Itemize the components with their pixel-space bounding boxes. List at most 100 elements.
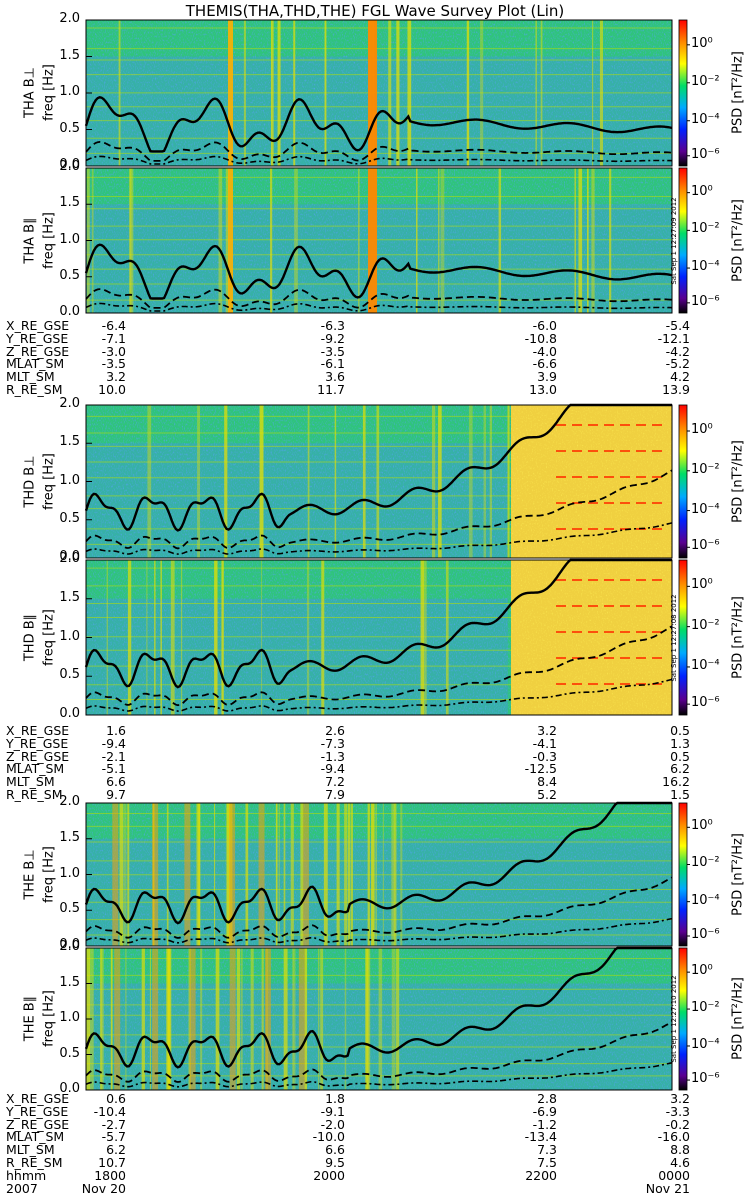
wave-burst bbox=[362, 405, 366, 558]
y-tick-label: 1.0 bbox=[59, 84, 80, 99]
wave-burst bbox=[317, 948, 320, 1090]
ephemeris-value: -5.7 bbox=[101, 1129, 126, 1145]
ephemeris-value: 0000 bbox=[658, 1167, 690, 1183]
spectrogram-panel-1 bbox=[84, 19, 673, 167]
ephemeris-value: -6.6 bbox=[532, 356, 557, 372]
ephemeris-value: -6.4 bbox=[101, 318, 126, 333]
colorbar-tick-label: 10⁰ bbox=[691, 35, 713, 51]
ephemeris-row-name: 2007 bbox=[6, 1180, 38, 1196]
y-tick-label: 2.0 bbox=[59, 396, 80, 411]
wave-burst bbox=[344, 948, 347, 1090]
wave-burst bbox=[400, 803, 403, 946]
wave-burst bbox=[376, 405, 380, 558]
wave-burst bbox=[591, 168, 595, 313]
wave-burst bbox=[112, 803, 119, 946]
y-tick-label: 2.0 bbox=[59, 794, 80, 809]
wave-burst bbox=[180, 560, 183, 715]
ephemeris-value: -6.0 bbox=[532, 318, 557, 333]
proton-gyrofrequency-curve bbox=[85, 522, 673, 555]
wave-burst bbox=[300, 803, 304, 946]
ephemeris-value: 1.6 bbox=[106, 723, 126, 738]
ephemeris-value: 7.3 bbox=[537, 1142, 557, 1158]
wave-burst bbox=[292, 948, 294, 1090]
wave-burst bbox=[118, 20, 121, 166]
ephemeris-value: -12.1 bbox=[657, 330, 690, 346]
y-tick-label: 0.5 bbox=[59, 510, 80, 526]
wave-burst bbox=[293, 948, 296, 1090]
ephemeris-value: -7.3 bbox=[320, 735, 345, 751]
y-tick-label: 0.5 bbox=[59, 901, 80, 917]
wave-burst bbox=[438, 168, 440, 313]
plot-timestamp: Sat Sep 1 12:27:10 2012 bbox=[670, 975, 678, 1063]
gyrofrequency-fraction-curve bbox=[85, 288, 673, 309]
proton-gyrofrequency-curve bbox=[85, 155, 673, 165]
ephemeris-row-name: R_RE_SM bbox=[6, 1155, 63, 1170]
wave-burst bbox=[388, 20, 392, 166]
panel-label: THD B⊥ bbox=[22, 454, 38, 508]
panel-label: THE B⊥ bbox=[22, 848, 38, 900]
wave-burst bbox=[592, 20, 594, 166]
wave-burst bbox=[498, 168, 502, 313]
wave-burst bbox=[129, 168, 134, 313]
ephemeris-value: 1.5 bbox=[670, 787, 690, 802]
wave-burst bbox=[365, 948, 369, 1090]
wave-burst bbox=[215, 948, 220, 1090]
ephemeris-value: -5.1 bbox=[101, 761, 126, 777]
wave-burst bbox=[445, 560, 449, 715]
wave-burst bbox=[149, 948, 151, 1090]
noise-texture bbox=[86, 168, 672, 313]
wave-burst bbox=[278, 803, 280, 946]
wave-burst bbox=[420, 560, 424, 715]
colorbar-4 bbox=[678, 559, 690, 716]
wave-burst bbox=[350, 803, 353, 946]
ephemeris-row-name: Y_RE_GSE bbox=[6, 330, 69, 346]
ephemeris-value: 1800 bbox=[94, 1167, 126, 1183]
y-tick-label: 1.5 bbox=[59, 195, 80, 211]
wave-burst bbox=[261, 948, 264, 1090]
colorbar-tick-label: 10⁻⁶ bbox=[691, 146, 720, 162]
ephemeris-value: 3.2 bbox=[537, 723, 557, 738]
colorbar-label: PSD [nT²/Hz] bbox=[730, 595, 746, 679]
ephemeris-value: 10.0 bbox=[98, 382, 126, 397]
wave-burst bbox=[258, 803, 265, 946]
ephemeris-value: 1.8 bbox=[325, 1091, 345, 1106]
wave-burst bbox=[259, 405, 264, 558]
ephemeris-value: -9.2 bbox=[320, 330, 345, 346]
ephemeris-value: -9.4 bbox=[101, 735, 126, 751]
colorbar-tick-label: 10⁰ bbox=[691, 577, 713, 593]
ephemeris-value: -9.1 bbox=[320, 1103, 345, 1119]
wave-burst bbox=[368, 20, 377, 166]
colorbar-tick-label: 10⁻² bbox=[691, 73, 720, 89]
spectrogram-panel-5 bbox=[84, 801, 673, 947]
y-tick-label: 2.0 bbox=[59, 159, 80, 174]
y-tick-label: 0.5 bbox=[59, 267, 80, 283]
wave-burst bbox=[271, 20, 274, 166]
wave-burst bbox=[184, 803, 191, 946]
gyrofrequency-fraction-curve bbox=[85, 140, 673, 162]
ephemeris-row-name: R_RE_SM bbox=[6, 787, 63, 802]
y-tick-label: 2.0 bbox=[59, 551, 80, 566]
colorbar-tick-label: 10⁻⁴ bbox=[691, 111, 720, 127]
ephemeris-row-name: R_RE_SM bbox=[6, 382, 63, 397]
wave-burst bbox=[294, 168, 298, 313]
wave-burst bbox=[306, 560, 310, 715]
colorbar-tick-label: 10⁻² bbox=[691, 1000, 720, 1016]
colorbar-tick-label: 10⁻⁶ bbox=[691, 926, 720, 942]
wave-burst bbox=[466, 20, 470, 166]
wave-burst bbox=[129, 168, 132, 313]
ephemeris-row-name: X_RE_GSE bbox=[6, 723, 70, 738]
ephemeris-value: Nov 20 bbox=[81, 1180, 126, 1196]
colorbar-tick-label: 10⁻⁶ bbox=[691, 695, 720, 711]
wave-burst bbox=[574, 168, 576, 313]
spectrogram-panel-3 bbox=[84, 403, 673, 559]
y-tick-label: 0.5 bbox=[59, 1045, 80, 1061]
ephemeris-value: Nov 21 bbox=[645, 1180, 690, 1196]
ephemeris-value: -4.0 bbox=[532, 343, 557, 359]
y-tick-label: 1.5 bbox=[59, 974, 80, 990]
ephemeris-value: 2200 bbox=[525, 1167, 557, 1183]
wave-burst bbox=[396, 20, 400, 166]
spectrogram-panel-6 bbox=[84, 946, 673, 1091]
colorbar-tick-label: 10⁻⁶ bbox=[691, 538, 720, 554]
wave-burst bbox=[366, 948, 371, 1090]
ephemeris-value: -6.3 bbox=[320, 318, 345, 333]
